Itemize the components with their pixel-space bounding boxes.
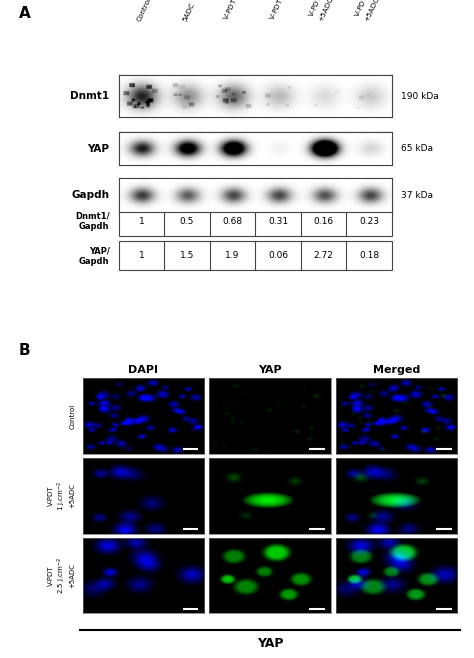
Text: Merged: Merged [373,365,420,374]
Text: Control: Control [136,0,153,22]
Text: Dnmt1/
Gapdh: Dnmt1/ Gapdh [75,212,109,231]
Text: V-PDT (1J.cm$^{-2}$): V-PDT (1J.cm$^{-2}$) [221,0,257,22]
Text: YAP: YAP [88,143,109,153]
Text: 5ADC: 5ADC [182,2,195,22]
Text: YAP: YAP [257,638,283,650]
Text: V-PDT
1 J.cm$^{-2}$
+5ADC: V-PDT 1 J.cm$^{-2}$ +5ADC [48,480,75,511]
Text: 1: 1 [138,251,144,261]
Text: 0.31: 0.31 [268,217,288,226]
Text: V-PDT
2.5 J.cm$^{-2}$
+5ADC: V-PDT 2.5 J.cm$^{-2}$ +5ADC [48,557,75,594]
Text: 0.16: 0.16 [313,217,334,226]
Text: B: B [18,343,30,358]
Text: YAP/
Gapdh: YAP/ Gapdh [79,246,109,266]
Text: 0.5: 0.5 [180,217,194,226]
Text: Gapdh: Gapdh [72,190,109,200]
Text: 0.18: 0.18 [359,251,379,261]
Text: 0.23: 0.23 [359,217,379,226]
Text: Dnmt1: Dnmt1 [71,91,109,101]
Text: V-PDT (1J.cm$^{-2}$)
+5ADC: V-PDT (1J.cm$^{-2}$) +5ADC [306,0,348,22]
Text: 37 kDa: 37 kDa [401,191,433,199]
Bar [118,241,392,270]
Text: 65 kDa: 65 kDa [401,144,433,153]
Text: 190 kDa: 190 kDa [401,92,438,101]
Text: DAPI: DAPI [128,365,158,374]
Text: 1.5: 1.5 [180,251,194,261]
Bar [118,76,392,117]
Text: 1: 1 [138,217,144,226]
Text: 0.06: 0.06 [268,251,288,261]
Text: V-PDT (2.5J.cm$^{-2}$): V-PDT (2.5J.cm$^{-2}$) [267,0,306,22]
Text: V-PDT (2.5J.cm$^{-2}$)
+5ADC: V-PDT (2.5J.cm$^{-2}$) +5ADC [351,0,397,22]
Text: A: A [18,7,30,22]
Text: 1.9: 1.9 [225,251,240,261]
Bar [118,178,392,212]
Text: Control: Control [70,403,75,429]
Bar [118,132,392,165]
Text: 2.72: 2.72 [313,251,333,261]
Text: YAP: YAP [258,365,282,374]
Text: 0.68: 0.68 [222,217,243,226]
Bar [118,207,392,236]
